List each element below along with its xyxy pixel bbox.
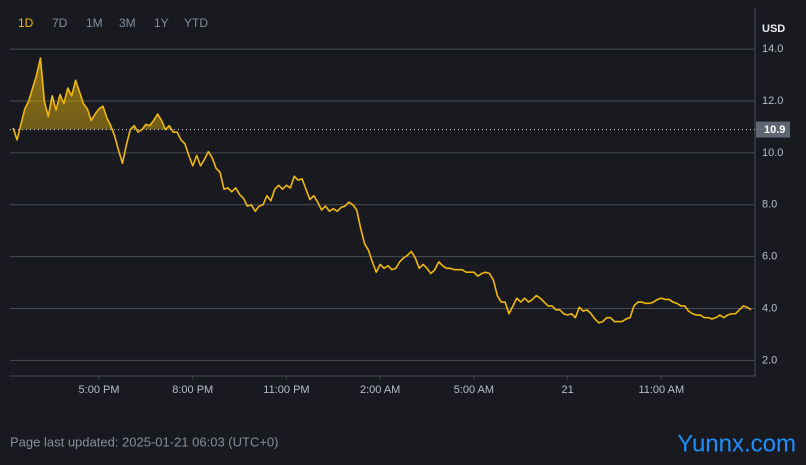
- y-tick-label: 8.0: [762, 199, 777, 211]
- timeframe-button[interactable]: 7D: [52, 16, 68, 30]
- reference-label-bg: [756, 121, 790, 138]
- y-tick-label: 10.0: [762, 147, 783, 159]
- timeframe-button[interactable]: 3M: [119, 16, 136, 30]
- y-tick-label: 12.0: [762, 95, 783, 107]
- timeframe-button[interactable]: 1M: [86, 16, 103, 30]
- y-tick-label: 14.0: [762, 43, 783, 55]
- timeframe-button[interactable]: 1D: [18, 16, 34, 30]
- reference-label: 10.9: [764, 124, 785, 136]
- x-tick-label: 8:00 PM: [172, 384, 213, 396]
- x-tick-label: 11:00 AM: [638, 384, 684, 396]
- timeframe-button[interactable]: 1Y: [154, 16, 169, 30]
- x-tick-label: 2:00 AM: [360, 384, 400, 396]
- timeframe-button[interactable]: YTD: [184, 16, 208, 30]
- x-tick-label: 21: [561, 384, 573, 396]
- x-tick-label: 11:00 PM: [263, 384, 309, 396]
- x-tick-label: 5:00 PM: [79, 384, 120, 396]
- y-tick-label: 2.0: [762, 354, 777, 366]
- watermark: Yunnx.com: [677, 430, 796, 457]
- y-tick-label: 4.0: [762, 302, 777, 314]
- area-fill: [13, 58, 172, 130]
- price-line: [12, 57, 752, 324]
- x-tick-label: 5:00 AM: [454, 384, 494, 396]
- footer: Page last updated: 2025-01-21 06:03 (UTC…: [10, 434, 278, 449]
- axis-unit: USD: [762, 23, 785, 35]
- y-tick-label: 6.0: [762, 251, 777, 263]
